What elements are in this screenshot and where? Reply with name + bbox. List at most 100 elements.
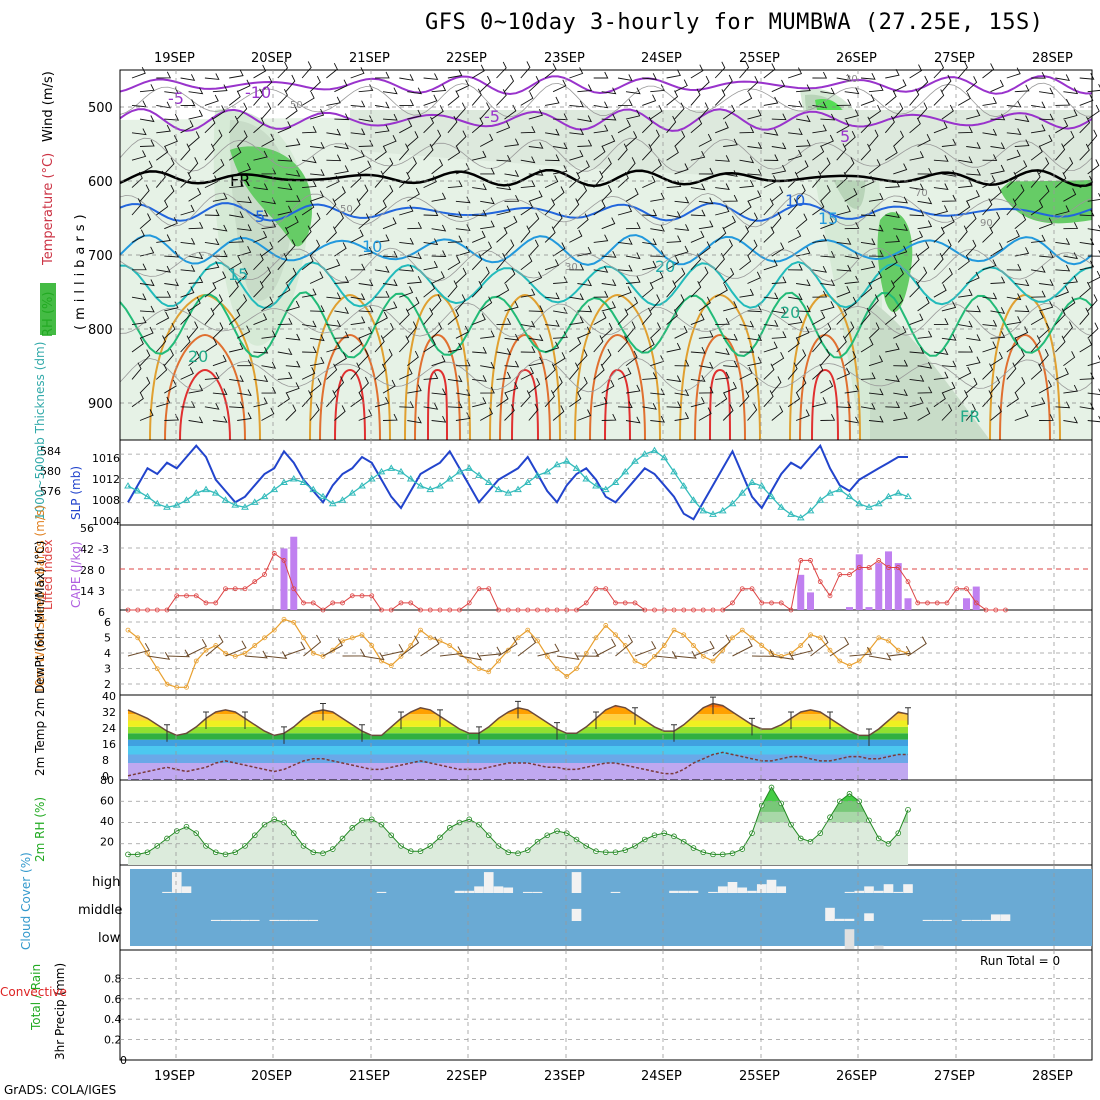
wind-barb [309,378,322,394]
wind-barb [617,171,629,188]
wind-barb [407,296,420,312]
wind-barb [228,256,242,271]
wind-barb [302,288,317,298]
wind-barb [763,96,779,106]
wind-barb [180,286,195,298]
cloud-bar-middle [825,907,835,921]
wind-speed-point [603,623,609,628]
wind-barb [593,170,604,188]
wind-barb [966,305,981,313]
wind-barb [496,205,511,216]
thickness-point [202,485,210,493]
thickness-point [738,489,747,496]
wind-barb [617,335,629,353]
cloud-bar-middle [249,919,260,921]
wind-barb [747,356,762,367]
temp-tick-label: 8 [102,754,109,767]
wind-speed-point [895,647,901,653]
wind-barb [334,352,347,367]
wind-barb [285,215,299,230]
wind-barb [277,121,292,134]
wind-barb [844,416,860,424]
cloud-bar-middle [864,913,874,921]
wind-barb [966,334,981,341]
contour-label: 15 [228,265,248,284]
cape-bar [904,598,912,610]
wind-barb [350,229,364,243]
contour-label: 5 [255,207,265,226]
wind-barb [577,84,593,93]
wind10-barb [127,643,151,657]
wind-barb [455,79,470,93]
wind-barb [212,294,223,312]
wind10-barb [381,644,404,657]
wind-barb [601,87,617,95]
wind-barb [569,171,581,188]
wind-barb [957,92,971,106]
wind-barb [1079,143,1090,161]
wind-barb [155,170,166,188]
wind-barb [941,104,954,120]
wind-barb [399,204,414,216]
wind-barb [212,84,228,93]
wind-barb [771,331,787,339]
wind-speed-point [817,635,823,641]
wind-barb [1006,171,1018,188]
wind-barb [164,217,178,230]
wind-barb [836,119,850,134]
cloud-bar-middle [844,918,855,921]
wind-barb [820,250,836,258]
wind-barb [625,109,641,120]
wind-barb [350,150,365,161]
wind-barb [131,293,147,301]
temperature-contour [489,293,561,441]
wind-barb [674,294,685,312]
wind10-barb [459,652,483,661]
wind-barb [868,322,880,339]
wind-barb [374,145,387,161]
wind-barb [1038,300,1054,312]
wind-speed-point [661,643,667,648]
wind-barb [723,170,738,177]
wind-barb [253,397,268,408]
contour-label: FR [230,171,250,190]
wind-barb [309,75,321,93]
wind-barb [350,171,362,188]
date-label-top: 20SEP [251,51,292,66]
cloud-bar-middle [571,908,582,921]
wind-barb [552,352,566,367]
wind-barb [958,179,973,189]
wind-barb [917,241,930,257]
wind-barb [909,253,920,271]
wind-barb [229,180,244,189]
wind-speed-point [340,638,345,644]
wind-barb [796,115,811,123]
wind-barb [893,163,908,175]
wind-barb [1014,84,1030,93]
wind-barb [593,200,606,216]
wind-barb [528,168,544,176]
temp-band [128,739,908,746]
wind-barb [747,212,758,230]
wind-barb [990,186,1002,202]
wind-barb [447,342,463,353]
wind-barb [253,209,269,217]
temp-band [120,695,1092,701]
wind-barb [520,156,536,164]
wind-barb [698,167,714,175]
wind-barb [917,220,933,230]
wind-barb [601,157,612,175]
temp-minmax-bar [593,711,599,729]
wind-barb [520,346,536,353]
wind-barb [836,237,852,245]
wind-barb [163,184,175,202]
wind-barb [520,288,536,298]
wind-barb [569,293,584,301]
wind-barb [553,307,568,314]
wind-barb [472,313,486,326]
wind-barb [909,209,925,217]
wind-barb [787,392,801,408]
li-point [973,600,979,606]
wind-barb [698,197,714,205]
wind-barb [204,238,220,246]
